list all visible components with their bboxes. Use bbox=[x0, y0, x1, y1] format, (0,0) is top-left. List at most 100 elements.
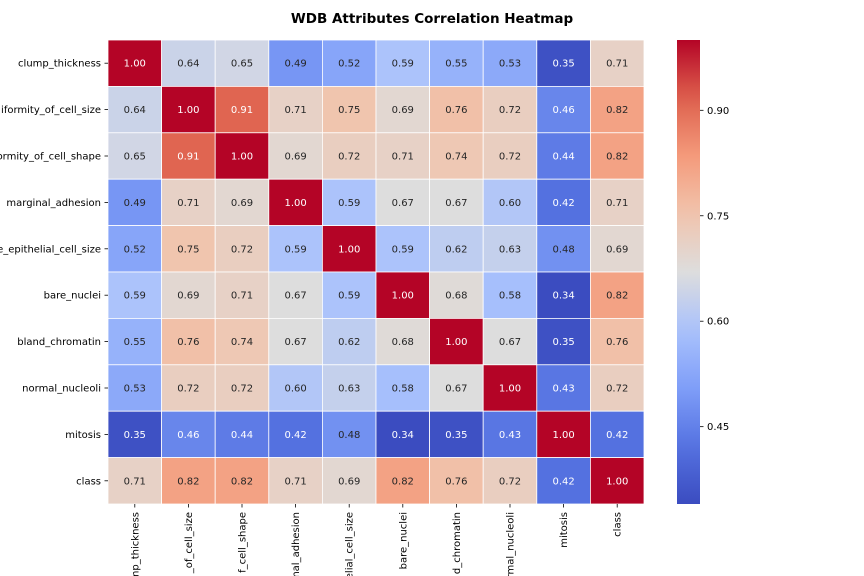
cell-value-label: 0.68 bbox=[392, 337, 414, 348]
heatmap-cell bbox=[161, 364, 216, 412]
heatmap-cell bbox=[375, 317, 430, 366]
y-tick-label: marginal_adhesion bbox=[6, 198, 101, 209]
y-tick-label: mitosis bbox=[65, 430, 101, 441]
heatmap-cell bbox=[375, 457, 430, 505]
cell-value-label: 0.53 bbox=[499, 59, 521, 70]
cell-value-label: 0.72 bbox=[499, 105, 521, 116]
x-tick-label: elial_cell_size bbox=[345, 512, 356, 576]
y-tick-label: class bbox=[76, 476, 101, 487]
cell-value-label: 0.35 bbox=[124, 430, 146, 441]
heatmap-cell bbox=[375, 86, 430, 134]
cell-value-label: 0.59 bbox=[124, 291, 146, 302]
cell-value-label: 0.44 bbox=[231, 430, 253, 441]
heatmap-cell bbox=[536, 132, 591, 180]
y-tick-label: bare_nuclei bbox=[44, 291, 101, 302]
heatmap-cell bbox=[161, 132, 216, 180]
cell-value-label: 0.71 bbox=[177, 198, 199, 209]
heatmap-cell bbox=[429, 178, 484, 226]
heatmap-cell bbox=[268, 457, 323, 505]
heatmap-cell bbox=[161, 410, 216, 459]
chart-title: WDB Attributes Correlation Heatmap bbox=[291, 11, 574, 27]
cell-value-label: 0.76 bbox=[606, 337, 628, 348]
cell-value-label: 0.42 bbox=[284, 430, 306, 441]
heatmap-cell bbox=[590, 225, 645, 273]
cell-value-label: 0.43 bbox=[552, 384, 574, 395]
cell-value-label: 0.71 bbox=[606, 198, 628, 209]
cell-value-label: 0.72 bbox=[231, 244, 253, 255]
heatmap-cell bbox=[482, 457, 538, 505]
heatmap-cell bbox=[321, 457, 377, 505]
x-tick-labels: ump_thickness _of_cell_size f_cell_shape na… bbox=[130, 504, 624, 576]
cell-value-label: 0.64 bbox=[124, 105, 146, 116]
heatmap-cell bbox=[214, 271, 270, 319]
heatmap-cell bbox=[590, 39, 645, 87]
cell-value-label: 0.60 bbox=[499, 198, 521, 209]
heatmap-cell bbox=[375, 178, 430, 226]
cell-value-label: 0.44 bbox=[552, 152, 574, 163]
heatmap-cell bbox=[375, 271, 430, 319]
heatmap-cell bbox=[429, 317, 484, 366]
cell-value-label: 0.43 bbox=[499, 430, 521, 441]
cell-value-label: 0.34 bbox=[392, 430, 414, 441]
x-tick-label: bare_nuclei bbox=[398, 512, 409, 569]
heatmap-cell bbox=[536, 225, 591, 273]
colorbar-tick-label: 0.90 bbox=[707, 106, 729, 117]
cell-value-label: 0.67 bbox=[284, 337, 306, 348]
heatmap-cell bbox=[536, 317, 591, 366]
cell-value-label: 0.76 bbox=[177, 337, 199, 348]
cell-value-label: 0.82 bbox=[231, 476, 253, 487]
cell-value-label: 0.69 bbox=[606, 244, 628, 255]
heatmap-cell bbox=[536, 457, 591, 505]
cell-value-label: 0.72 bbox=[231, 384, 253, 395]
cell-value-label: 0.62 bbox=[338, 337, 360, 348]
heatmap-cell bbox=[590, 132, 645, 180]
cell-value-label: 0.58 bbox=[392, 384, 414, 395]
y-tick-labels: clump_thickness iformity_of_cell_sizeormi… bbox=[0, 59, 108, 487]
cell-value-label: 0.58 bbox=[499, 291, 521, 302]
cell-value-label: 0.67 bbox=[445, 384, 467, 395]
cell-value-label: 1.00 bbox=[606, 476, 628, 487]
cell-value-label: 0.91 bbox=[177, 152, 199, 163]
cell-value-label: 0.72 bbox=[499, 476, 521, 487]
cell-value-label: 0.67 bbox=[284, 291, 306, 302]
cell-value-label: 0.67 bbox=[445, 198, 467, 209]
cell-value-label: 0.52 bbox=[338, 59, 360, 70]
heatmap-cell bbox=[375, 39, 430, 87]
y-tick-label: clump_thickness bbox=[18, 59, 101, 70]
heatmap-cells: 1.00 0.64 0.65 0.49 0.52 0.59 0.55 0.53 0.35 0.71… bbox=[107, 39, 645, 505]
heatmap-cell bbox=[429, 86, 484, 134]
heatmap-cell bbox=[268, 317, 323, 366]
cell-value-label: 0.63 bbox=[499, 244, 521, 255]
cell-value-label: 0.69 bbox=[338, 476, 360, 487]
heatmap-cell bbox=[107, 271, 162, 319]
cell-value-label: 1.00 bbox=[445, 337, 467, 348]
heatmap-cell bbox=[321, 271, 377, 319]
cell-value-label: 0.35 bbox=[552, 59, 574, 70]
cell-value-label: 1.00 bbox=[124, 59, 146, 70]
x-tick-label: mitosis bbox=[559, 512, 570, 548]
cell-value-label: 0.69 bbox=[177, 291, 199, 302]
cell-value-label: 0.42 bbox=[552, 476, 574, 487]
heatmap-cell bbox=[268, 86, 323, 134]
cell-value-label: 0.59 bbox=[338, 198, 360, 209]
heatmap-cell bbox=[482, 317, 538, 366]
x-tick-label: f_cell_shape bbox=[238, 512, 249, 573]
heatmap-cell bbox=[321, 364, 377, 412]
cell-value-label: 0.72 bbox=[606, 384, 628, 395]
cell-value-label: 0.75 bbox=[338, 105, 360, 116]
cell-value-label: 1.00 bbox=[499, 384, 521, 395]
heatmap-cell bbox=[107, 317, 162, 366]
cell-value-label: 0.69 bbox=[284, 152, 306, 163]
cell-value-label: 0.71 bbox=[284, 105, 306, 116]
heatmap-cell bbox=[429, 410, 484, 459]
cell-value-label: 0.91 bbox=[231, 105, 253, 116]
heatmap-cell bbox=[107, 39, 162, 87]
cell-value-label: 0.82 bbox=[606, 152, 628, 163]
x-tick-label: _of_cell_size bbox=[184, 512, 195, 574]
cell-value-label: 1.00 bbox=[177, 105, 199, 116]
x-tick-label: d_chromatin bbox=[452, 512, 463, 574]
y-tick-label: e_epithelial_cell_size bbox=[0, 244, 101, 255]
x-tick-label: ump_thickness bbox=[130, 512, 141, 576]
heatmap-cell bbox=[590, 364, 645, 412]
